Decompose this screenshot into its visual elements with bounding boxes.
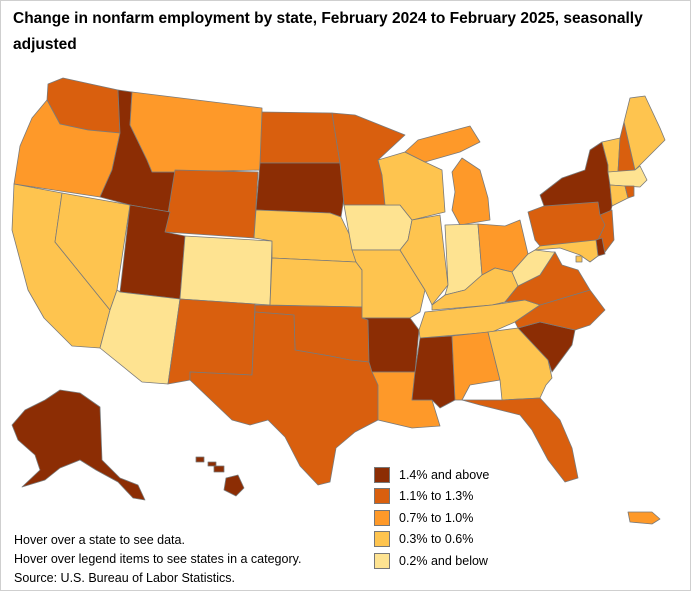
legend-label: 0.3% to 0.6%: [399, 532, 474, 547]
legend-swatch: [374, 466, 390, 483]
state-mt[interactable]: [129, 91, 263, 173]
state-tx[interactable]: [189, 311, 379, 486]
state-co[interactable]: [179, 235, 273, 306]
state-hi[interactable]: [223, 474, 245, 497]
legend-label: 0.7% to 1.0%: [399, 510, 474, 525]
map-title: Change in nonfarm employment by state, F…: [13, 10, 643, 53]
state-wy[interactable]: [164, 169, 259, 239]
legend-swatch: [374, 531, 390, 548]
notes: Hover over a state to see data. Hover ov…: [14, 531, 301, 588]
map-legend: 1.4% and above 1.1% to 1.3% 0.7% to 1.0% 0.…: [374, 464, 489, 572]
state-nd[interactable]: [259, 111, 341, 164]
legend-swatch: [374, 509, 390, 526]
legend-item[interactable]: 0.3% to 0.6%: [374, 529, 489, 551]
hover-legend-note: Hover over legend items to see states in…: [14, 552, 302, 566]
state-il[interactable]: [399, 214, 449, 306]
source-note: Source: U.S. Bureau of Labor Statistics.: [14, 571, 235, 585]
legend-label: 1.4% and above: [399, 467, 490, 482]
state-ak[interactable]: [11, 389, 146, 501]
legend-item[interactable]: 1.4% and above: [374, 464, 489, 486]
territory-pr[interactable]: [627, 511, 661, 525]
state-fl[interactable]: [461, 397, 579, 483]
state-pa[interactable]: [527, 201, 606, 247]
legend-swatch: [374, 488, 390, 505]
state-wv[interactable]: [511, 249, 556, 287]
state-dc[interactable]: [575, 255, 583, 263]
state-az[interactable]: [99, 289, 181, 385]
legend-label: 1.1% to 1.3%: [399, 489, 474, 504]
state-sd[interactable]: [255, 162, 345, 218]
legend-item[interactable]: 1.1% to 1.3%: [374, 486, 489, 508]
state-nm[interactable]: [167, 298, 256, 385]
state-ia[interactable]: [343, 204, 413, 251]
hover-state-note: Hover over a state to see data.: [14, 533, 185, 547]
state-hi-islands[interactable]: [195, 456, 225, 473]
state-ks[interactable]: [269, 257, 363, 308]
state-ms[interactable]: [411, 335, 456, 409]
state-mi[interactable]: [404, 125, 491, 226]
state-ar[interactable]: [361, 317, 420, 373]
legend-item[interactable]: 0.2% and below: [374, 550, 489, 572]
state-ri[interactable]: [624, 185, 635, 199]
legend-swatch: [374, 552, 390, 569]
legend-item[interactable]: 0.7% to 1.0%: [374, 507, 489, 529]
legend-label: 0.2% and below: [399, 553, 488, 568]
